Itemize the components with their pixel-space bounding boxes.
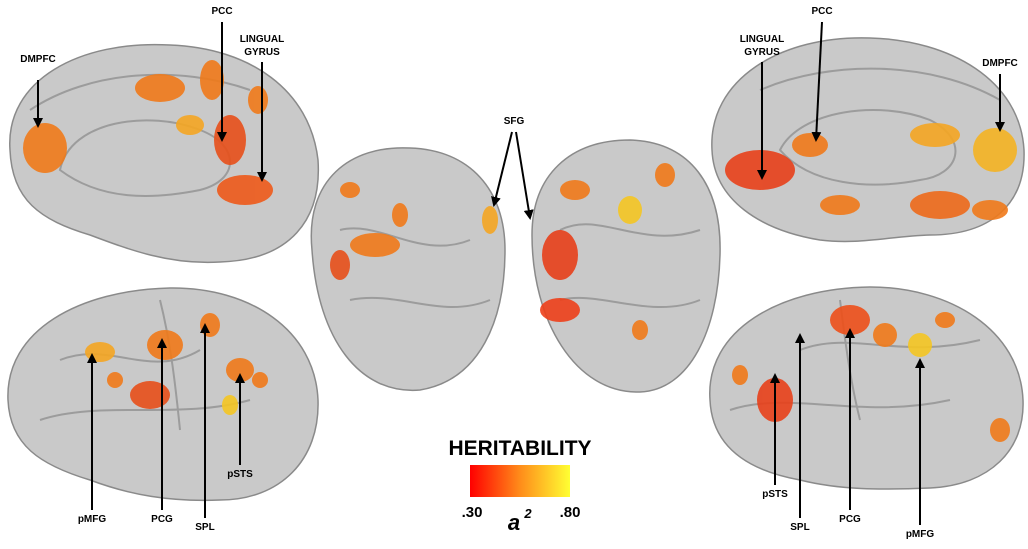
region-label: DMPFC	[20, 54, 56, 65]
region-label: PCG	[151, 514, 173, 525]
region-labels: DMPFC PCC LINGUAL GYRUS LINGUAL GYRUS PC…	[20, 6, 1018, 540]
legend-title: HERITABILITY	[448, 437, 591, 460]
legend-min: .30	[462, 504, 483, 521]
legend-exponent: 2	[523, 506, 532, 521]
legend-max: .80	[560, 504, 581, 521]
pointer-arrows	[33, 21, 1005, 525]
region-label: pMFG	[78, 514, 107, 525]
region-label: SPL	[790, 522, 809, 533]
region-label: SFG	[504, 116, 525, 127]
region-label: pMFG	[906, 529, 935, 540]
brain-medial-left	[9, 43, 320, 264]
brain-lateral-right	[709, 286, 1024, 490]
color-scale	[470, 465, 570, 497]
region-label: GYRUS	[744, 47, 780, 58]
region-label: SPL	[195, 522, 214, 533]
brain-medial-right	[711, 37, 1025, 243]
region-label: pSTS	[227, 469, 253, 480]
region-label: pSTS	[762, 489, 788, 500]
region-label: PCG	[839, 514, 861, 525]
region-label: GYRUS	[244, 47, 280, 58]
region-label: LINGUAL	[240, 34, 284, 45]
legend-symbol: a	[508, 510, 520, 535]
region-label: DMPFC	[982, 58, 1018, 69]
region-label: PCC	[211, 6, 232, 17]
legend: HERITABILITY .30 .80 a 2	[448, 437, 591, 535]
brain-posterior	[310, 139, 721, 393]
region-label: PCC	[811, 6, 832, 17]
region-label: LINGUAL	[740, 34, 784, 45]
